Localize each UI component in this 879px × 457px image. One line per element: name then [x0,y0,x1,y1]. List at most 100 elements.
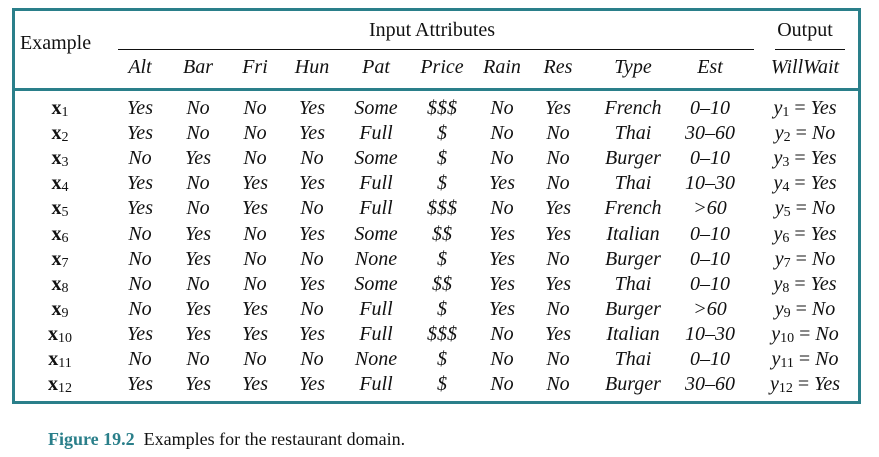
cell-est: 30–60 [685,373,735,396]
cell-pat: Full [359,373,393,396]
cell-pat: Full [359,122,393,145]
cell-pat: Full [359,197,393,220]
cell-pat: Some [354,272,398,295]
cell-est: 0–10 [690,97,730,119]
cell-res: Yes [545,97,571,119]
cell-est: >60 [693,197,727,220]
example-header: Example [20,32,92,54]
cell-hun: Yes [299,172,325,195]
cell-res: No [546,247,570,270]
output-index: 7 [783,255,791,271]
cell-rain: Yes [489,247,515,270]
example-index: 10 [58,330,72,346]
example-index: 5 [61,205,69,221]
cell-est: 0–10 [690,222,730,245]
output-value: Yes [810,97,837,119]
cell-rain: Yes [489,172,515,195]
cell-type: Italian [606,222,660,245]
example-label: x11 [48,349,71,372]
cell-hun: Yes [299,322,325,345]
column-header-alt: Alt [128,56,152,78]
example-index: 7 [61,255,69,271]
cell-willwait: y7 = No [775,249,836,272]
output-index: 4 [782,180,790,196]
example-index: 12 [58,381,72,397]
output-value: Yes [810,222,837,245]
cell-hun: Yes [299,373,325,396]
example-label: x8 [52,274,69,297]
cell-alt: Yes [127,172,153,195]
cell-willwait: y5 = No [775,198,836,221]
cell-hun: Yes [299,272,325,295]
cell-res: No [546,373,570,396]
example-index: 8 [61,280,69,296]
cell-res: No [546,297,570,320]
cell-alt: No [128,147,152,170]
cell-willwait: y2 = No [775,123,836,146]
equals-sign: = [792,373,815,396]
cell-bar: No [186,122,210,145]
column-header-price: Price [420,56,464,78]
output-value: Yes [814,373,841,396]
example-variable: x [51,297,62,320]
example-label: x6 [52,224,69,247]
equals-sign: = [793,348,816,370]
cell-alt: Yes [127,97,153,119]
cell-pat: None [354,348,398,370]
cell-res: Yes [545,272,571,295]
example-label: x12 [48,374,72,397]
cell-price: $ [437,373,447,396]
cell-res: Yes [545,222,571,245]
equals-sign: = [790,122,812,145]
cell-res: Yes [545,197,571,220]
cell-type: Thai [614,122,652,145]
example-variable: x [48,348,59,370]
cell-fri: Yes [242,297,268,320]
cell-rain: Yes [489,272,515,295]
cell-res: No [546,348,570,370]
equals-sign: = [794,322,816,345]
example-label: x10 [48,324,72,347]
cell-price: $ [437,172,447,195]
cell-price: $ [437,348,447,370]
cell-alt: No [128,272,152,295]
cell-fri: No [243,348,267,370]
cell-price: $ [437,122,447,145]
cell-alt: Yes [127,197,153,220]
output-index: 11 [780,356,794,371]
cell-bar: No [186,197,210,220]
example-variable: x [51,172,62,195]
cell-price: $ [437,247,447,270]
cell-bar: No [186,348,210,370]
cell-willwait: y1 = Yes [773,98,836,121]
output-index: 5 [783,205,791,221]
cell-pat: Some [354,222,398,245]
equals-sign: = [790,197,812,220]
example-variable: x [51,97,62,119]
cell-alt: Yes [127,322,153,345]
cell-est: >60 [693,297,727,320]
output-value: Yes [810,272,837,295]
cell-type: Italian [606,322,660,345]
cell-est: 10–30 [685,322,735,345]
example-label: x7 [52,249,69,272]
cell-hun: No [300,247,324,270]
cell-res: Yes [545,322,571,345]
output-value: No [811,247,836,270]
cell-alt: No [128,297,152,320]
column-header-fri: Fri [242,56,268,78]
output-value: No [811,122,836,145]
output-index: 1 [782,105,790,120]
cell-fri: Yes [242,373,268,396]
cell-hun: No [300,297,324,320]
example-label: x4 [52,173,69,196]
cell-price: $$$ [427,197,457,220]
cell-res: No [546,122,570,145]
cell-price: $ [437,147,447,170]
example-variable: x [51,272,62,295]
cell-alt: No [128,222,152,245]
equals-sign: = [790,297,812,320]
output-value: No [815,322,839,345]
output-value: No [815,348,839,370]
cell-fri: Yes [242,322,268,345]
